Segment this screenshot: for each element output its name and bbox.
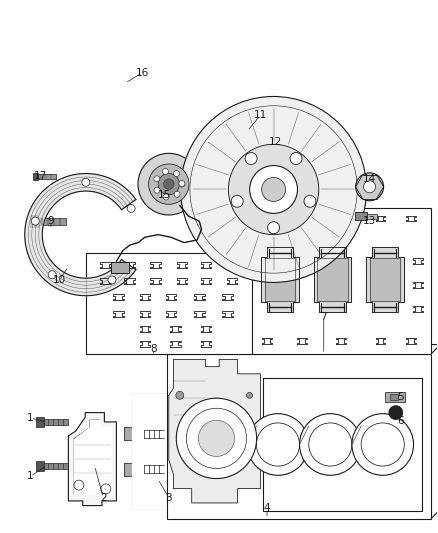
Circle shape	[261, 177, 286, 201]
Circle shape	[31, 217, 39, 225]
Text: 15: 15	[158, 190, 171, 200]
Bar	[124, 427, 134, 440]
Polygon shape	[366, 247, 404, 312]
Circle shape	[158, 174, 180, 195]
Circle shape	[198, 421, 234, 456]
Text: 4: 4	[264, 503, 270, 513]
Bar	[390, 394, 398, 400]
Text: 1: 1	[27, 413, 34, 423]
Circle shape	[177, 398, 257, 479]
Text: 14: 14	[363, 174, 376, 184]
Text: 5: 5	[397, 392, 403, 402]
Polygon shape	[74, 420, 111, 495]
Polygon shape	[314, 247, 351, 312]
Circle shape	[231, 195, 243, 207]
Circle shape	[179, 181, 185, 187]
Text: 2: 2	[100, 492, 106, 503]
Bar	[263, 378, 422, 511]
Bar	[38, 174, 56, 179]
Bar	[356, 212, 367, 220]
Circle shape	[250, 166, 297, 213]
Text: 16: 16	[136, 68, 149, 78]
Bar	[134, 464, 189, 474]
Circle shape	[154, 187, 160, 193]
Text: 3: 3	[166, 492, 172, 503]
Bar	[30, 215, 38, 227]
Bar	[134, 429, 189, 439]
Circle shape	[352, 414, 413, 475]
Circle shape	[148, 164, 189, 204]
Circle shape	[389, 406, 403, 419]
Circle shape	[245, 152, 257, 165]
Polygon shape	[132, 394, 201, 508]
Circle shape	[247, 392, 252, 398]
Text: 10: 10	[53, 275, 66, 285]
Circle shape	[290, 152, 302, 165]
Bar	[38, 218, 66, 225]
Circle shape	[108, 276, 116, 284]
Circle shape	[74, 480, 84, 490]
Bar	[86, 253, 254, 354]
Text: 11: 11	[254, 110, 267, 120]
Text: 1: 1	[27, 471, 34, 481]
Text: 13: 13	[363, 216, 376, 227]
Circle shape	[268, 222, 279, 233]
Bar	[44, 419, 68, 425]
Circle shape	[154, 176, 160, 182]
Polygon shape	[318, 259, 348, 301]
Circle shape	[138, 154, 200, 215]
Circle shape	[228, 144, 319, 235]
Circle shape	[356, 173, 384, 201]
Circle shape	[247, 414, 309, 475]
Circle shape	[82, 179, 90, 186]
Polygon shape	[68, 413, 117, 506]
Text: 12: 12	[269, 136, 283, 147]
Circle shape	[364, 181, 376, 193]
Circle shape	[174, 191, 180, 197]
Circle shape	[127, 205, 135, 213]
Bar	[111, 262, 128, 273]
Text: 8: 8	[150, 344, 157, 354]
Circle shape	[300, 414, 361, 475]
Circle shape	[163, 179, 174, 189]
Circle shape	[163, 194, 169, 200]
Circle shape	[173, 171, 180, 176]
Text: 7: 7	[321, 312, 327, 322]
Polygon shape	[370, 259, 400, 301]
Text: 6: 6	[397, 416, 403, 425]
Bar	[252, 208, 431, 354]
Bar	[33, 173, 38, 180]
Bar	[36, 461, 44, 471]
Circle shape	[48, 271, 56, 279]
Bar	[367, 214, 378, 219]
Circle shape	[101, 484, 111, 494]
Circle shape	[304, 195, 316, 207]
Circle shape	[180, 96, 367, 282]
Circle shape	[162, 168, 168, 174]
Bar	[124, 463, 134, 476]
Polygon shape	[265, 259, 295, 301]
Circle shape	[176, 391, 184, 399]
Polygon shape	[166, 354, 431, 519]
Polygon shape	[169, 359, 261, 503]
Bar	[385, 392, 405, 402]
Bar	[44, 463, 68, 469]
Polygon shape	[25, 174, 136, 296]
Polygon shape	[261, 247, 299, 312]
Text: 9: 9	[48, 216, 54, 227]
Circle shape	[179, 181, 185, 187]
Bar	[36, 417, 44, 427]
Text: 17: 17	[33, 171, 46, 181]
